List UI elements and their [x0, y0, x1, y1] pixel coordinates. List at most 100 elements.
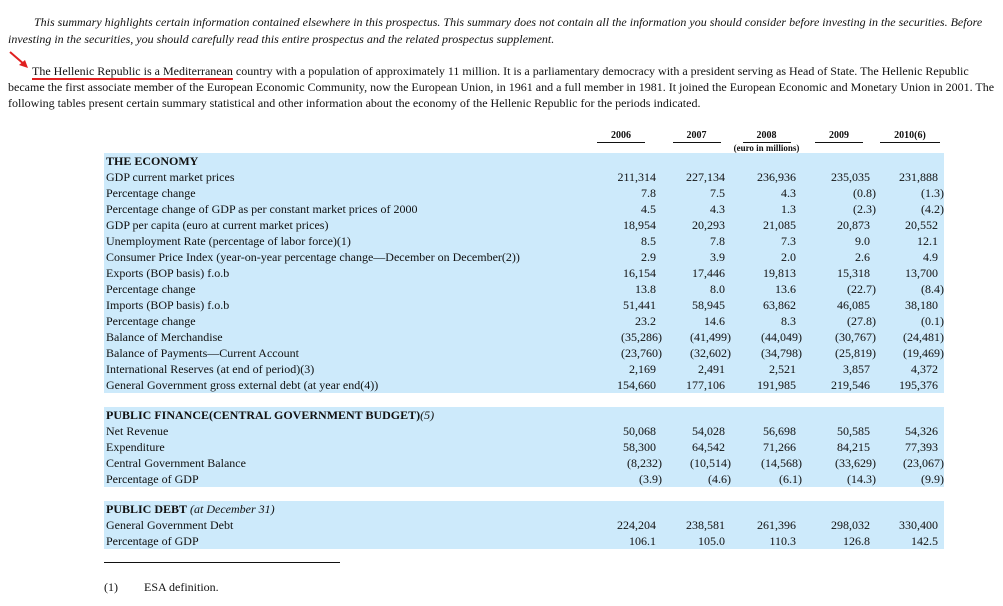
table-row: Consumer Price Index (year-on-year perce…	[104, 249, 944, 265]
table-cell: (33,629)	[802, 455, 876, 471]
overview-text: country with a population of approximate…	[8, 64, 995, 110]
table-cell: 50,585	[802, 423, 876, 439]
table-cell: 20,873	[802, 217, 876, 233]
table-cell: 18,954	[580, 217, 662, 233]
table-cell: 12.1	[876, 233, 944, 249]
table-row: Percentage change of GDP as per constant…	[104, 201, 944, 217]
row-label: Percentage change	[104, 185, 580, 201]
year-header: 2010(6)	[880, 130, 940, 143]
table-cell: 2.6	[802, 249, 876, 265]
units-row: (euro in millions)	[104, 143, 944, 153]
table-row: Percentage change 23.2 14.6 8.3 (27.8) (0.1)	[104, 313, 944, 329]
table-cell: 298,032	[802, 517, 876, 533]
row-label: Central Government Balance	[104, 455, 580, 471]
table-cell: 1.3	[731, 201, 802, 217]
table-cell: 2,491	[662, 361, 731, 377]
table-cell: 8.5	[580, 233, 662, 249]
table-cell: (23,760)	[580, 345, 662, 361]
table-cell: 84,215	[802, 439, 876, 455]
section-header-row: PUBLIC DEBT (at December 31)	[104, 501, 944, 517]
table-cell: 3.9	[662, 249, 731, 265]
table-row: GDP current market prices 211,314 227,134 2…	[104, 169, 944, 185]
table-cell: (4.2)	[876, 201, 944, 217]
table-cell: 154,660	[580, 377, 662, 393]
table-row: Unemployment Rate (percentage of labor f…	[104, 233, 944, 249]
table-row: Expenditure 58,300 64,542 71,266 84,215 77,39…	[104, 439, 944, 455]
table-cell: (9.9)	[876, 471, 944, 487]
section-title: PUBLIC FINANCE(CENTRAL GOVERNMENT BUDGET…	[106, 408, 421, 422]
table-cell: 14.6	[662, 313, 731, 329]
table-row: Balance of Payments—Current Account (23,7…	[104, 345, 944, 361]
table-cell: 19,813	[731, 265, 802, 281]
table-cell: (4.6)	[662, 471, 731, 487]
table-row: Percentage change 13.8 8.0 13.6 (22.7) (8.4)	[104, 281, 944, 297]
table-cell: 231,888	[876, 169, 944, 185]
table-cell: (8,232)	[580, 455, 662, 471]
table-cell: 7.8	[580, 185, 662, 201]
row-label: Unemployment Rate (percentage of labor f…	[104, 233, 580, 249]
table-cell: 20,552	[876, 217, 944, 233]
section-title: PUBLIC DEBT	[106, 502, 188, 516]
table-cell: (35,286)	[580, 329, 662, 345]
summary-statistics-table: 2006 2007 2008 2009 2010(6) (euro in millions…	[104, 130, 944, 549]
row-label: International Reserves (at end of period…	[104, 361, 580, 377]
table-cell: (0.1)	[876, 313, 944, 329]
table-cell: 2.0	[731, 249, 802, 265]
table-cell: (24,481)	[876, 329, 944, 345]
table-cell: 7.5	[662, 185, 731, 201]
table-cell: 38,180	[876, 297, 944, 313]
table-cell: 13.6	[731, 281, 802, 297]
row-label: Percentage of GDP	[104, 471, 580, 487]
row-label: General Government Debt	[104, 517, 580, 533]
row-label: Net Revenue	[104, 423, 580, 439]
table-cell: 235,035	[802, 169, 876, 185]
table-cell: (2.3)	[802, 201, 876, 217]
section-header-row: PUBLIC FINANCE(CENTRAL GOVERNMENT BUDGET…	[104, 407, 944, 423]
table-cell: 46,085	[802, 297, 876, 313]
table-cell: 4.3	[662, 201, 731, 217]
row-label: General Government gross external debt (…	[104, 377, 580, 393]
table-cell: 8.0	[662, 281, 731, 297]
table-cell: 105.0	[662, 533, 731, 549]
row-label: GDP per capita (euro at current market p…	[104, 217, 580, 233]
table-row: Percentage of GDP 106.1 105.0 110.3 126.8 142…	[104, 533, 944, 549]
section-subtitle: (at December 31)	[187, 502, 275, 516]
table-cell: 224,204	[580, 517, 662, 533]
table-cell: (25,819)	[802, 345, 876, 361]
year-header: 2008	[742, 130, 791, 143]
section-header-row: THE ECONOMY	[104, 153, 944, 169]
table-cell: 106.1	[580, 533, 662, 549]
row-label: Exports (BOP basis) f.o.b	[104, 265, 580, 281]
table-cell: 238,581	[662, 517, 731, 533]
table-cell: 236,936	[731, 169, 802, 185]
table-cell: 3,857	[802, 361, 876, 377]
table-cell: (19,469)	[876, 345, 944, 361]
row-label: Consumer Price Index (year-on-year perce…	[104, 249, 580, 265]
year-header: 2006	[597, 130, 645, 143]
table-cell: 50,068	[580, 423, 662, 439]
table-row: Net Revenue 50,068 54,028 56,698 50,585 54,32…	[104, 423, 944, 439]
table-row: GDP per capita (euro at current market p…	[104, 217, 944, 233]
table-cell: 219,546	[802, 377, 876, 393]
table-cell: (14,568)	[731, 455, 802, 471]
row-label: Percentage change	[104, 313, 580, 329]
table-row: International Reserves (at end of period…	[104, 361, 944, 377]
table-cell: (34,798)	[731, 345, 802, 361]
footnote-1: (1) ESA definition.	[104, 580, 219, 595]
table-cell: 13,700	[876, 265, 944, 281]
year-header: 2009	[815, 130, 863, 143]
table-cell: (1.3)	[876, 185, 944, 201]
table-row: Balance of Merchandise (35,286) (41,499) (4…	[104, 329, 944, 345]
row-label: Balance of Merchandise	[104, 329, 580, 345]
table-cell: 77,393	[876, 439, 944, 455]
table-cell: 7.8	[662, 233, 731, 249]
table-cell: (41,499)	[662, 329, 731, 345]
table-cell: 71,266	[731, 439, 802, 455]
table-cell: 195,376	[876, 377, 944, 393]
table-cell: 191,985	[731, 377, 802, 393]
table-cell: 15,318	[802, 265, 876, 281]
table-row: Percentage change 7.8 7.5 4.3 (0.8) (1.3)	[104, 185, 944, 201]
table-cell: 58,300	[580, 439, 662, 455]
table-cell: (0.8)	[802, 185, 876, 201]
table-cell: 4.9	[876, 249, 944, 265]
